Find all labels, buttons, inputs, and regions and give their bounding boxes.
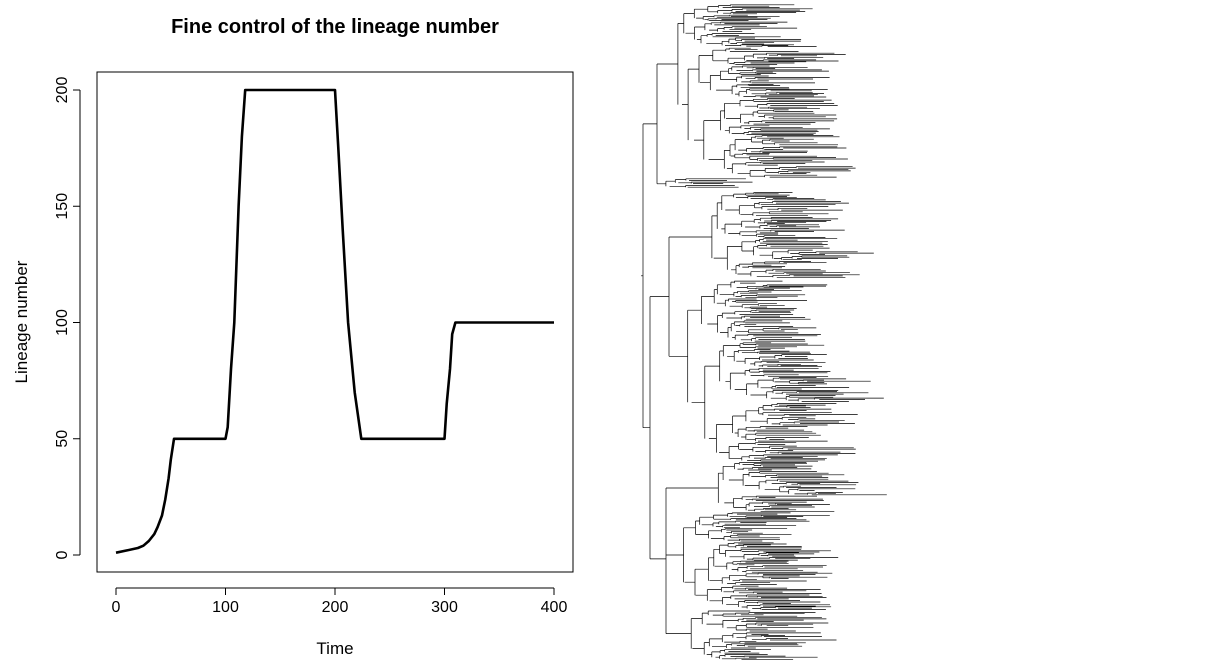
chart-title: Fine control of the lineage number [171,16,499,38]
y-axis-label: Lineage number [12,260,31,383]
series-layer [115,88,554,554]
x-tick-label: 100 [212,599,239,616]
y-axis: 0 50 100 150 200 [54,77,81,559]
x-axis-label: Time [316,639,353,658]
plot-frame [96,71,574,573]
lineage-chart: Fine control of the lineage number 0 100 2… [12,16,574,658]
x-tick-label: 200 [322,599,349,616]
phylogenetic-tree [641,4,887,660]
y-tick-label: 100 [54,309,71,336]
x-axis: 0 100 200 300 400 [112,587,568,616]
y-tick-label: 200 [54,77,71,104]
x-tick-label: 300 [431,599,458,616]
x-tick-label: 400 [541,599,568,616]
x-tick-label: 0 [112,599,121,616]
tree-branches [641,4,887,660]
series-line [115,88,554,554]
y-tick-label: 0 [54,550,71,559]
y-tick-label: 50 [54,430,71,448]
y-tick-label: 150 [54,193,71,220]
